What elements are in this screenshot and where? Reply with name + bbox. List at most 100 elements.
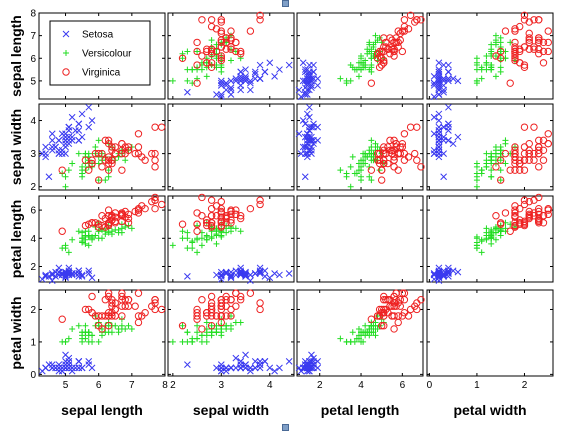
point-setosa bbox=[449, 140, 457, 148]
point-virginica bbox=[203, 47, 211, 56]
point-setosa bbox=[303, 86, 311, 94]
point-virginica bbox=[516, 204, 524, 213]
point-versicolour bbox=[208, 233, 215, 240]
panel-r2-c1 bbox=[167, 195, 295, 283]
point-virginica bbox=[236, 47, 245, 56]
point-virginica bbox=[367, 315, 376, 323]
point-virginica bbox=[212, 47, 221, 56]
point-setosa bbox=[232, 271, 240, 279]
point-setosa bbox=[217, 93, 225, 101]
point-virginica bbox=[520, 123, 529, 131]
point-setosa bbox=[314, 75, 322, 82]
point-virginica bbox=[222, 296, 230, 304]
point-setosa bbox=[227, 271, 235, 279]
point-versicolour bbox=[374, 144, 381, 150]
point-virginica bbox=[88, 159, 96, 168]
point-virginica bbox=[222, 312, 230, 320]
point-setosa bbox=[435, 268, 443, 276]
point-versicolour bbox=[370, 325, 377, 332]
point-setosa bbox=[303, 130, 311, 138]
point-setosa bbox=[42, 273, 49, 280]
point-versicolour bbox=[473, 163, 480, 170]
bottom-resize-handle[interactable] bbox=[282, 424, 289, 431]
legend-marker bbox=[62, 30, 70, 38]
x-axis-label: sepal width bbox=[193, 402, 269, 418]
point-setosa bbox=[242, 361, 249, 368]
point-virginica bbox=[98, 221, 106, 230]
point-virginica bbox=[217, 38, 226, 47]
point-virginica bbox=[406, 123, 415, 131]
point-virginica bbox=[157, 123, 166, 131]
point-virginica bbox=[377, 321, 386, 330]
point-virginica bbox=[539, 38, 548, 47]
y-tick-label: 5 bbox=[30, 76, 36, 87]
point-virginica bbox=[101, 136, 110, 145]
point-versicolour bbox=[483, 163, 490, 170]
point-versicolour bbox=[497, 177, 504, 184]
point-virginica bbox=[377, 47, 386, 56]
point-versicolour bbox=[358, 66, 365, 73]
point-versicolour bbox=[95, 137, 102, 144]
point-virginica bbox=[525, 207, 533, 216]
point-virginica bbox=[134, 149, 143, 158]
point-virginica bbox=[212, 25, 221, 33]
point-versicolour bbox=[347, 183, 354, 190]
point-versicolour bbox=[85, 329, 92, 336]
point-setosa bbox=[62, 351, 69, 359]
point-setosa bbox=[75, 358, 83, 365]
point-setosa bbox=[85, 103, 93, 111]
top-resize-handle[interactable] bbox=[282, 0, 289, 7]
point-virginica bbox=[535, 193, 543, 202]
point-virginica bbox=[203, 219, 211, 227]
y-tick-label: 4 bbox=[30, 234, 36, 245]
point-versicolour bbox=[360, 329, 367, 336]
point-versicolour bbox=[351, 338, 358, 345]
point-setosa bbox=[227, 86, 235, 94]
point-setosa bbox=[217, 271, 225, 279]
point-virginica bbox=[394, 27, 402, 35]
x-tick-label: 4 bbox=[358, 380, 364, 391]
point-versicolour bbox=[179, 235, 186, 242]
point-setosa bbox=[303, 110, 311, 118]
point-setosa bbox=[237, 68, 245, 76]
point-virginica bbox=[511, 219, 519, 227]
point-virginica bbox=[134, 209, 143, 217]
point-setosa bbox=[445, 137, 452, 144]
point-setosa bbox=[276, 271, 283, 279]
point-virginica bbox=[232, 302, 240, 310]
point-virginica bbox=[131, 149, 139, 158]
point-setosa bbox=[85, 358, 93, 365]
point-setosa bbox=[261, 68, 269, 76]
legend-entry-label: Versicolour bbox=[82, 49, 132, 60]
point-versicolour bbox=[473, 173, 480, 180]
point-virginica bbox=[104, 156, 113, 164]
point-setosa bbox=[308, 123, 315, 131]
point-versicolour bbox=[488, 233, 495, 240]
point-versicolour bbox=[79, 332, 86, 339]
point-versicolour bbox=[497, 39, 504, 46]
point-virginica bbox=[400, 149, 409, 158]
point-setosa bbox=[430, 130, 438, 138]
point-virginica bbox=[207, 299, 216, 307]
point-virginica bbox=[535, 146, 543, 155]
point-setosa bbox=[435, 70, 443, 78]
point-versicolour bbox=[488, 240, 495, 247]
point-setosa bbox=[184, 273, 191, 280]
point-virginica bbox=[382, 149, 390, 158]
point-versicolour bbox=[194, 322, 201, 329]
point-versicolour bbox=[62, 338, 69, 345]
point-versicolour bbox=[75, 322, 82, 329]
point-virginica bbox=[516, 166, 524, 174]
point-virginica bbox=[506, 227, 514, 235]
point-setosa bbox=[297, 367, 305, 375]
point-virginica bbox=[207, 204, 216, 213]
point-setosa bbox=[256, 361, 264, 368]
point-virginica bbox=[496, 219, 505, 227]
y-tick-label: 0 bbox=[30, 370, 36, 381]
point-virginica bbox=[178, 321, 187, 330]
point-versicolour bbox=[355, 160, 362, 167]
point-versicolour bbox=[179, 322, 186, 329]
point-setosa bbox=[213, 91, 220, 98]
point-versicolour bbox=[198, 66, 205, 73]
point-setosa bbox=[256, 267, 264, 275]
